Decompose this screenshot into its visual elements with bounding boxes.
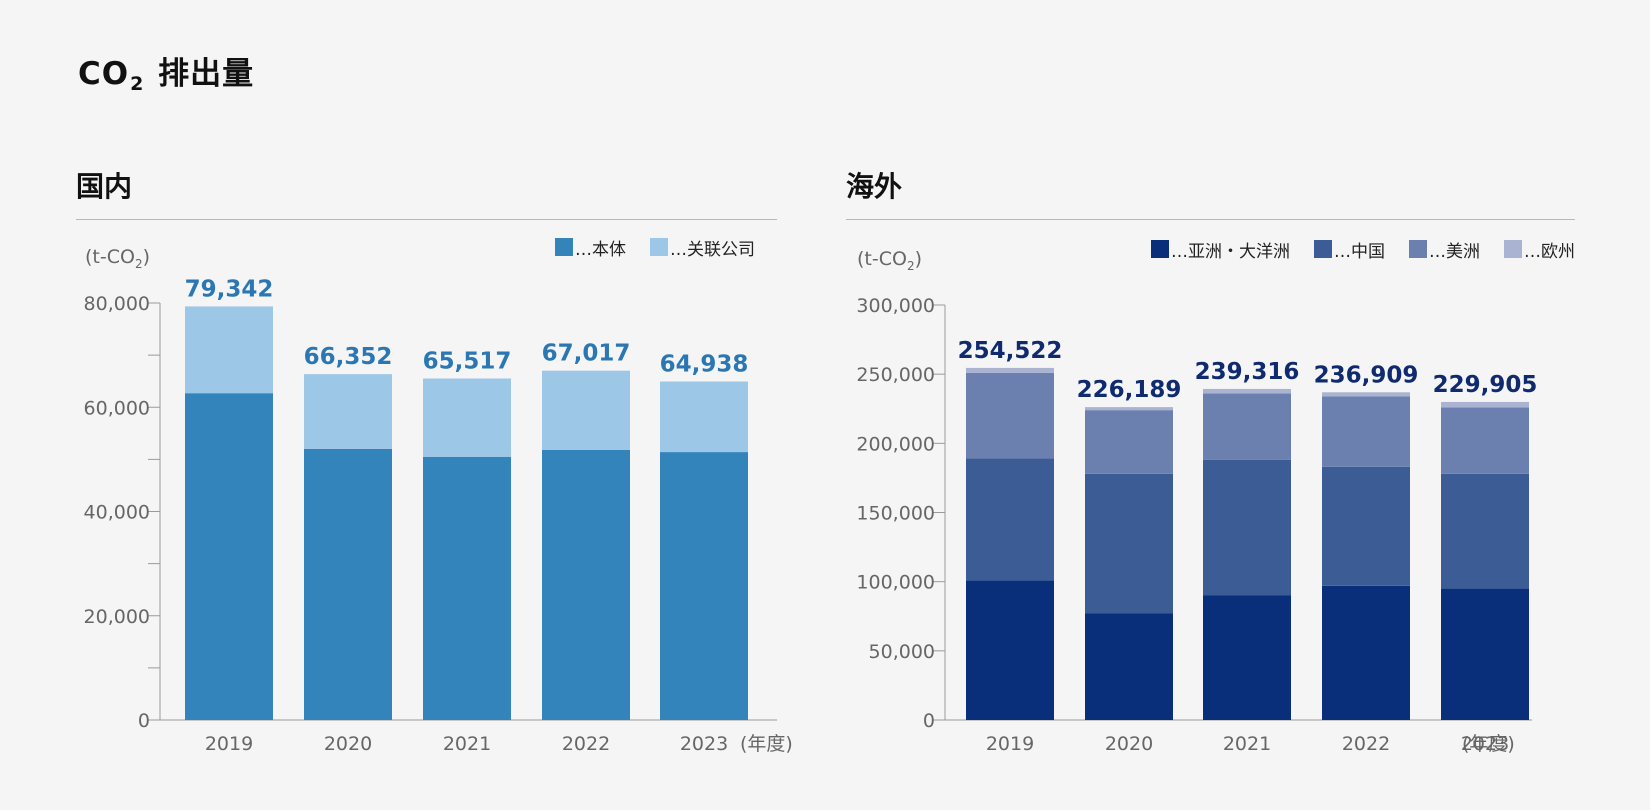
domestic-x-tick-label: 2021 — [443, 733, 491, 755]
domestic-legend-label-0: …本体 — [575, 240, 626, 260]
page-title: CO2 排出量 — [78, 48, 254, 95]
overseas-legend-label-1: …中国 — [1334, 242, 1385, 262]
overseas-bar-2019-series-0 — [966, 580, 1054, 720]
overseas-y-tick-label: 0 — [923, 710, 935, 732]
domestic-x-tick-label: 2019 — [205, 733, 253, 755]
overseas-bar-2019-series-1 — [966, 458, 1054, 581]
domestic-x-tick-label: 2022 — [562, 733, 610, 755]
overseas-bar-2023-series-3 — [1441, 401, 1529, 408]
overseas-y-tick-label: 200,000 — [856, 433, 935, 455]
overseas-bar-2023-series-0 — [1441, 588, 1529, 720]
overseas-bar-2023-series-2 — [1441, 407, 1529, 474]
domestic-divider — [76, 219, 777, 220]
overseas-unit-label: (t-CO2) — [857, 248, 922, 273]
overseas-bar-2021-series-2 — [1203, 393, 1291, 460]
overseas-chart: 0 50,000 100,000 150,000 200,000 250,000 300,0… — [856, 240, 1575, 755]
domestic-bar-2022-series-1 — [542, 370, 630, 450]
overseas-x-tick-label: 2023 — [1461, 733, 1509, 755]
domestic-bar-2023-series-1 — [660, 381, 748, 453]
domestic-total-label-2022: 67,017 — [542, 341, 631, 367]
overseas-y-tick-label: 100,000 — [856, 572, 935, 594]
overseas-bar-2020-series-2 — [1085, 410, 1173, 474]
domestic-total-label-2020: 66,352 — [304, 344, 393, 370]
domestic-bar-2019-series-1 — [185, 306, 273, 394]
overseas-total-label-2019: 254,522 — [958, 338, 1063, 364]
overseas-bar-2020-series-1 — [1085, 473, 1173, 614]
overseas-bar-2022-series-1 — [1322, 466, 1410, 586]
domestic-legend-label-1: …关联公司 — [670, 240, 755, 260]
overseas-legend-swatch-0 — [1151, 240, 1169, 258]
overseas-divider — [846, 219, 1575, 220]
domestic-unit-label: (t-CO2) — [85, 246, 150, 271]
domestic-title: 国内 — [76, 170, 133, 203]
domestic-total-label-2023: 64,938 — [660, 352, 749, 378]
overseas-bar-2019-series-2 — [966, 372, 1054, 459]
overseas-panel: 海外 — [846, 0, 1575, 810]
domestic-bar-2020-series-1 — [304, 374, 392, 449]
overseas-total-label-2022: 236,909 — [1314, 362, 1419, 388]
overseas-bar-2021-series-3 — [1203, 388, 1291, 394]
page-title-rest: 排出量 — [158, 56, 255, 92]
domestic-x-tick-label: 2023 — [680, 733, 728, 755]
domestic-legend-swatch-0 — [555, 238, 573, 256]
overseas-legend-label-3: …欧州 — [1524, 242, 1575, 262]
domestic-x-tick-label: 2020 — [324, 733, 372, 755]
overseas-legend-swatch-3 — [1504, 240, 1522, 258]
domestic-bar-2022-series-0 — [542, 449, 630, 720]
domestic-bar-2021-series-1 — [423, 378, 511, 457]
overseas-bar-2022-series-2 — [1322, 396, 1410, 467]
overseas-x-tick-label: 2022 — [1342, 733, 1390, 755]
domestic-bar-2019-series-0 — [185, 393, 273, 720]
domestic-y-tick-label: 60,000 — [84, 397, 150, 419]
domestic-bar-2020-series-0 — [304, 448, 392, 720]
page-title-subscript: 2 — [130, 73, 145, 95]
overseas-x-unit-label: (年度) — [1462, 733, 1515, 755]
domestic-bar-2023-series-0 — [660, 452, 748, 720]
overseas-bar-2019-series-3 — [966, 367, 1054, 373]
overseas-bar-2022-series-3 — [1322, 392, 1410, 397]
domestic-x-unit-label: (年度) — [740, 733, 793, 755]
domestic-total-label-2021: 65,517 — [423, 348, 512, 374]
page-title-main: CO — [78, 56, 130, 92]
overseas-bar-2022-series-0 — [1322, 585, 1410, 720]
overseas-x-tick-label: 2020 — [1105, 733, 1153, 755]
overseas-unit-part: 2 — [907, 259, 915, 273]
domestic-legend-swatch-1 — [650, 238, 668, 256]
domestic-y-tick-label: 0 — [138, 710, 150, 732]
overseas-unit-part: (t-CO — [857, 248, 907, 270]
overseas-legend-swatch-1 — [1314, 240, 1332, 258]
overseas-y-tick-label: 300,000 — [856, 295, 935, 317]
domestic-panel: 国内 — [76, 0, 777, 810]
overseas-bar-2020-series-3 — [1085, 407, 1173, 411]
overseas-x-tick-label: 2019 — [986, 733, 1034, 755]
domestic-unit-part: (t-CO — [85, 246, 135, 268]
overseas-legend-label-0: …亚洲・大洋洲 — [1171, 242, 1290, 262]
domestic-unit-part: ) — [143, 246, 150, 268]
domestic-y-tick-label: 20,000 — [84, 606, 150, 628]
overseas-total-label-2023: 229,905 — [1433, 372, 1538, 398]
overseas-bar-2023-series-1 — [1441, 473, 1529, 589]
overseas-bar-2021-series-0 — [1203, 595, 1291, 720]
overseas-legend-swatch-2 — [1409, 240, 1427, 258]
overseas-x-tick-label: 2021 — [1223, 733, 1271, 755]
overseas-total-label-2020: 226,189 — [1077, 377, 1182, 403]
overseas-bar-2021-series-1 — [1203, 459, 1291, 596]
overseas-y-tick-label: 50,000 — [869, 641, 935, 663]
domestic-y-tick-label: 80,000 — [84, 293, 150, 315]
overseas-bar-2020-series-0 — [1085, 613, 1173, 720]
overseas-unit-part: ) — [915, 248, 922, 270]
overseas-total-label-2021: 239,316 — [1195, 359, 1300, 385]
domestic-bar-2021-series-0 — [423, 456, 511, 720]
overseas-y-tick-label: 150,000 — [856, 503, 935, 525]
overseas-y-tick-label: 250,000 — [856, 364, 935, 386]
domestic-chart: 0 20,000 40,000 60,000 80,000 (t-CO2) 79,342 20… — [84, 238, 793, 755]
overseas-title: 海外 — [846, 170, 903, 203]
domestic-unit-part: 2 — [135, 257, 143, 271]
domestic-total-label-2019: 79,342 — [185, 276, 274, 302]
domestic-y-tick-label: 40,000 — [84, 502, 150, 524]
overseas-legend-label-2: …美洲 — [1429, 242, 1480, 262]
